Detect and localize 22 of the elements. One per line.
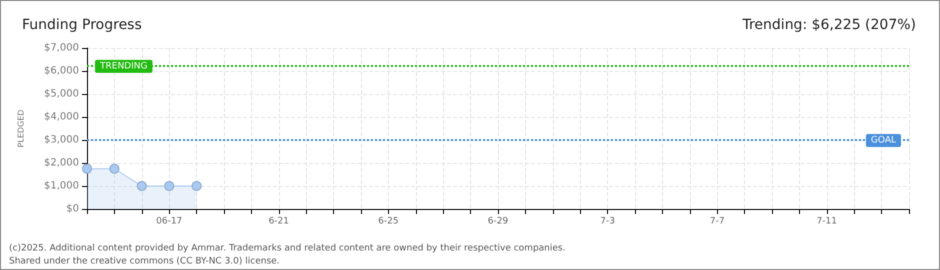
y-tick-label: $7,000 (44, 42, 79, 54)
text: (c)2025. Additional content provided by Ammar. Trademarks and related content are owned by their respective companies. (9, 244, 566, 254)
x-tick-label: 06-17 (156, 216, 182, 226)
ref-line-label: TRENDING (99, 61, 148, 72)
y-tick-label: $4,000 (44, 112, 79, 122)
y-tick-label: $2,000 (44, 158, 79, 168)
x-tick-label: 7-11 (816, 216, 838, 226)
y-tick-label: $3,000 (44, 134, 79, 146)
chart-title: Funding Progress (22, 17, 142, 33)
chart-subtitle: Trending: $6,225 (207%) (741, 17, 916, 33)
ref-line-label: GOAL (870, 136, 896, 146)
y-tick-label: $5,000 (44, 88, 79, 100)
x-tick-label: 6-25 (378, 216, 399, 226)
y-tick-label: $6,000 (44, 66, 79, 76)
y-tick-label: $1,000 (44, 180, 79, 192)
x-tick-label: 6-21 (268, 216, 290, 226)
y-axis-title: PLEDGED (16, 110, 26, 148)
x-tick-label: 7-7 (710, 216, 725, 226)
y-tick-label: $0 (66, 204, 79, 214)
text: Shared under the creative commons (CC BY-NC 3.0) license. (9, 256, 280, 266)
x-tick-label: 7-3 (600, 216, 615, 226)
x-tick-label: 6-29 (488, 216, 508, 226)
